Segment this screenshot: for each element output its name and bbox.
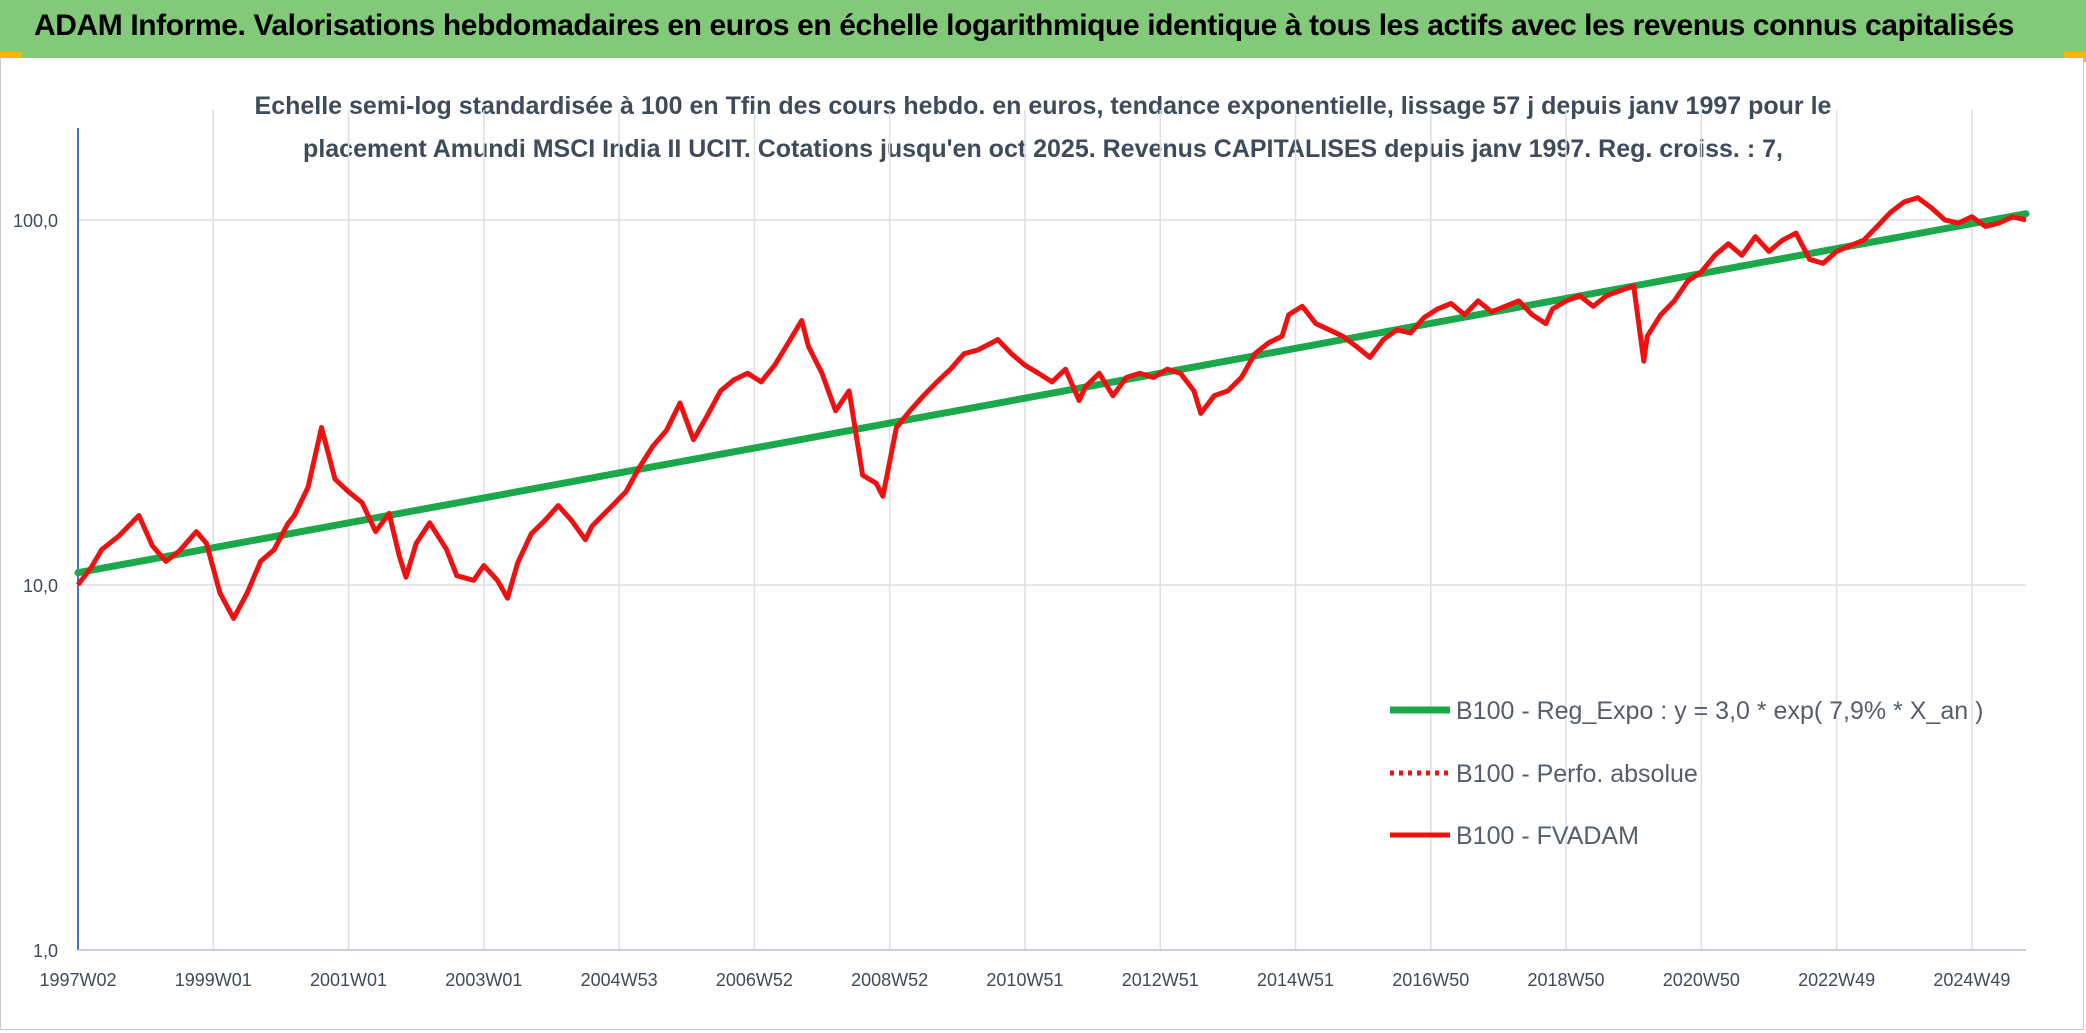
x-tick-label: 2004W53 xyxy=(581,970,658,990)
y-tick-label: 100,0 xyxy=(13,211,58,231)
x-tick-label: 2022W49 xyxy=(1798,970,1875,990)
x-tick-label: 2014W51 xyxy=(1257,970,1334,990)
legend-label-3: B100 - FVADAM xyxy=(1456,822,1639,850)
legend-label-1: B100 - Reg_Expo : y = 3,0 * exp( 7,9% * … xyxy=(1456,697,1983,725)
report-title: ADAM Informe. Valorisations hebdomadaire… xyxy=(34,9,2015,42)
x-tick-label: 2001W01 xyxy=(310,970,387,990)
chart-subtitle-line-2: placement Amundi MSCI India II UCIT. Cot… xyxy=(303,135,1783,163)
x-tick-label: 2016W50 xyxy=(1392,970,1469,990)
x-tick-label: 2018W50 xyxy=(1528,970,1605,990)
legend-label-2: B100 - Perfo. absolue xyxy=(1456,760,1698,788)
chart-subtitle-line-1: Echelle semi-log standardisée à 100 en T… xyxy=(254,92,1832,120)
corner-accent-right xyxy=(2064,52,2086,62)
y-tick-label: 10,0 xyxy=(23,576,58,596)
x-tick-label: 2012W51 xyxy=(1122,970,1199,990)
price-line-series xyxy=(76,195,2027,621)
x-tick-label: 1999W01 xyxy=(175,970,252,990)
x-tick-label: 2006W52 xyxy=(716,970,793,990)
x-tick-label: 2008W52 xyxy=(851,970,928,990)
x-tick-label: 2003W01 xyxy=(445,970,522,990)
x-tick-label: 1997W02 xyxy=(39,970,116,990)
x-tick-label: 2024W49 xyxy=(1933,970,2010,990)
x-tick-label: 2020W50 xyxy=(1663,970,1740,990)
x-tick-label: 2010W51 xyxy=(986,970,1063,990)
report-header: ADAM Informe. Valorisations hebdomadaire… xyxy=(0,0,2086,58)
y-tick-label: 1,0 xyxy=(33,941,58,961)
corner-accent-left xyxy=(0,52,22,62)
